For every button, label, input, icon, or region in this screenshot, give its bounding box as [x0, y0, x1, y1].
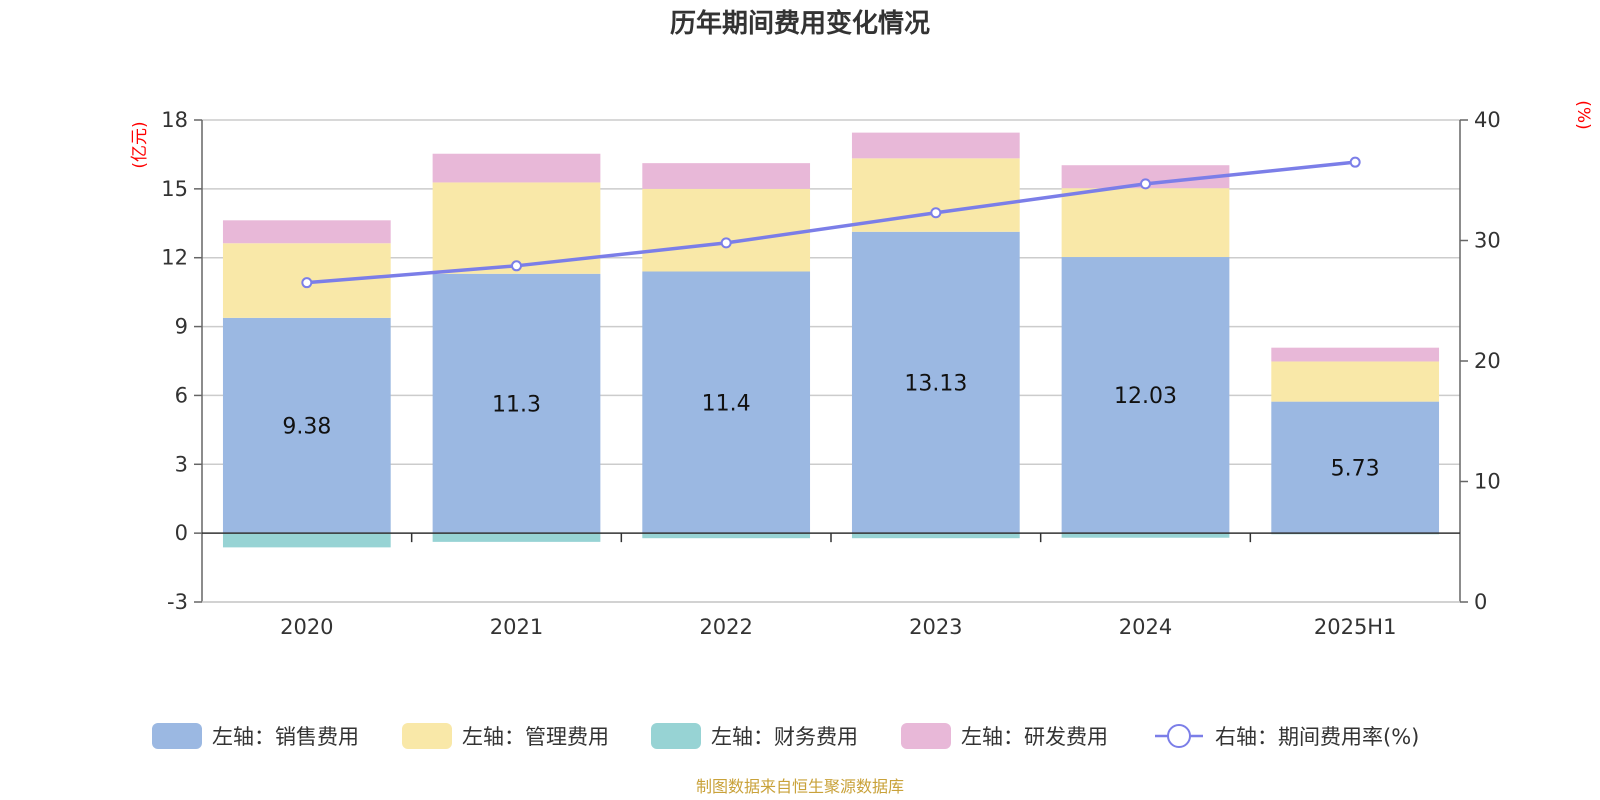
bar-segment — [851, 132, 1020, 159]
bar-segment — [1061, 165, 1230, 189]
bar-value-label: 11.3 — [492, 392, 541, 417]
legend-label: 左轴：研发费用 — [961, 725, 1108, 749]
category-label: 2024 — [1119, 615, 1172, 639]
bars — [222, 132, 1440, 548]
left-tick-label: 12 — [161, 246, 188, 270]
bar-segment — [432, 273, 601, 534]
bar-segment — [1061, 257, 1230, 534]
bar-segment — [222, 317, 391, 534]
left-axis-unit: (亿元) — [130, 121, 150, 168]
category-label: 2023 — [909, 615, 962, 639]
legend-label: 左轴：管理费用 — [462, 725, 609, 749]
rate-point — [930, 207, 942, 219]
legend-label: 右轴：期间费用率(%) — [1215, 725, 1419, 749]
left-tick-label: 0 — [175, 521, 188, 545]
category-label: 2020 — [280, 615, 333, 639]
rate-point — [720, 237, 732, 249]
bar-segment — [851, 231, 1020, 534]
axes: -3 0 3 6 9 12 15 18 0 10 20 30 40 2020 2021 2022 2023 202… — [161, 108, 1500, 639]
right-tick-label: 10 — [1474, 470, 1501, 494]
rate-line — [301, 156, 1361, 289]
legend-swatch — [901, 723, 951, 749]
bar-value-label: 11.4 — [702, 391, 751, 416]
left-tick-label: 15 — [161, 177, 188, 201]
legend-swatch — [651, 723, 701, 749]
bar-segment — [222, 533, 391, 548]
right-tick-label: 30 — [1474, 229, 1501, 253]
bar-segment — [1271, 361, 1440, 402]
category-label: 2022 — [699, 615, 752, 639]
legend-marker — [1167, 724, 1191, 748]
left-tick-label: -3 — [167, 590, 188, 614]
grid-lines — [202, 119, 1460, 603]
rate-point — [301, 277, 313, 289]
right-tick-label: 0 — [1474, 590, 1487, 614]
legend-swatch — [152, 723, 202, 749]
left-tick-label: 6 — [175, 383, 188, 407]
bar-segment — [642, 163, 811, 189]
category-label: 2025H1 — [1314, 615, 1397, 639]
bar-segment — [642, 188, 811, 272]
bar-segment — [642, 271, 811, 534]
legend-swatch — [402, 723, 452, 749]
right-axis-unit: (%) — [1573, 100, 1593, 129]
bar-segment — [1061, 188, 1230, 258]
rate-point — [1140, 178, 1151, 190]
rate-point — [1349, 156, 1361, 168]
legend[interactable]: 左轴：销售费用 左轴：管理费用 左轴：财务费用 左轴：研发费用 右轴：期间费用率(%) — [152, 723, 1419, 749]
rate-line-path — [306, 160, 1356, 285]
legend-label: 左轴：销售费用 — [212, 725, 359, 749]
bar-value-label: 13.13 — [904, 371, 967, 396]
bar-segment — [642, 533, 811, 539]
source-note: 制图数据来自恒生聚源数据库 — [696, 777, 904, 796]
right-tick-label: 20 — [1474, 349, 1501, 373]
bar-segment — [851, 533, 1020, 539]
rate-point — [511, 260, 522, 272]
category-label: 2021 — [490, 615, 543, 639]
bar-segment — [1271, 401, 1440, 534]
bar-value-label: 12.03 — [1114, 384, 1177, 409]
bar-value-label: 9.38 — [282, 414, 331, 439]
chart-title: 历年期间费用变化情况 — [670, 8, 930, 39]
left-tick-label: 3 — [175, 452, 188, 476]
left-tick-label: 9 — [175, 315, 188, 339]
bar-segment — [432, 153, 601, 183]
bar-segment — [1271, 347, 1440, 362]
bar-segment — [222, 220, 391, 244]
bar-labels: 9.38 11.3 11.4 13.13 12.03 5.73 — [282, 371, 1379, 481]
bar-segment — [432, 533, 601, 542]
bar-value-label: 5.73 — [1331, 456, 1380, 481]
right-tick-label: 40 — [1474, 108, 1501, 132]
bar-segment — [1061, 533, 1230, 538]
legend-label: 左轴：财务费用 — [711, 725, 858, 749]
left-tick-label: 18 — [161, 108, 188, 132]
